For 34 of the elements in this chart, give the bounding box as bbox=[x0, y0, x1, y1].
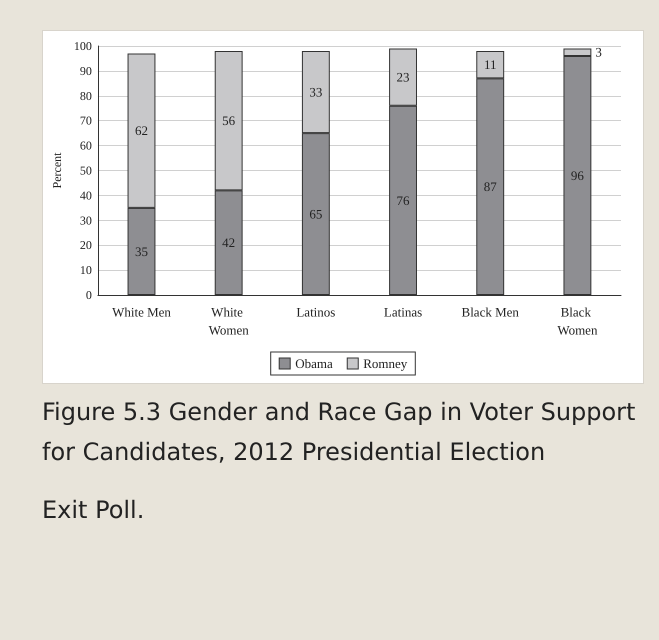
data-label: 42 bbox=[222, 235, 236, 250]
y-tick-label: 90 bbox=[80, 64, 92, 78]
data-label: 87 bbox=[484, 179, 498, 194]
y-tick-label: 40 bbox=[80, 188, 92, 202]
y-tick-label: 80 bbox=[80, 88, 92, 103]
data-label: 11 bbox=[484, 57, 496, 72]
y-tick-label: 60 bbox=[80, 138, 92, 153]
y-tick-label: 0 bbox=[86, 288, 92, 302]
y-tick-label: 100 bbox=[74, 39, 92, 53]
x-tick-label: White Women bbox=[208, 304, 250, 338]
data-label: 96 bbox=[570, 168, 584, 183]
data-label: 65 bbox=[309, 206, 322, 222]
x-tick-label: Latinos bbox=[296, 304, 336, 320]
data-label: 56 bbox=[222, 113, 236, 128]
data-label: 3 bbox=[595, 44, 602, 60]
y-tick-label: 10 bbox=[80, 263, 92, 278]
text: Figure 5.3 Gender and Race Gap in Voter Support for Candidates, 2012 Presidential Election bbox=[42, 397, 636, 468]
x-tick-label: Black Men bbox=[462, 304, 520, 320]
legend-label: Obama bbox=[295, 356, 333, 371]
data-label: 62 bbox=[134, 123, 148, 138]
x-tick-label: White Men bbox=[112, 304, 172, 320]
legend-label: Romney bbox=[363, 356, 408, 371]
data-label: 35 bbox=[134, 244, 148, 259]
y-tick-label: 30 bbox=[80, 213, 92, 228]
data-label: 76 bbox=[396, 192, 410, 208]
y-tick-label: 70 bbox=[80, 114, 92, 128]
data-label: 23 bbox=[396, 70, 410, 85]
y-axis-title: Percent bbox=[50, 152, 64, 188]
x-tick-label: Latinas bbox=[384, 304, 422, 320]
data-label: 33 bbox=[309, 84, 322, 100]
text: Exit Poll. bbox=[42, 495, 146, 526]
x-tick-label: Black Women bbox=[557, 304, 598, 338]
y-tick-label: 20 bbox=[80, 238, 92, 252]
y-tick-label: 50 bbox=[80, 164, 92, 178]
